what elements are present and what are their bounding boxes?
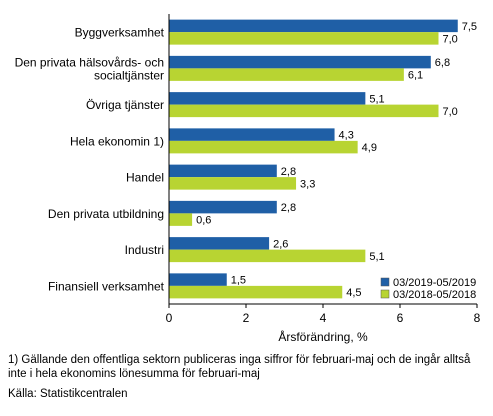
bar-series-2 [169,285,343,299]
source-note: Källa: Statistikcentralen [8,388,128,400]
footnote: 1) Gällande den offentliga sektorn publi… [8,354,471,380]
x-axis-title: Årsförändring, % [278,329,368,344]
x-tick-label: 6 [397,311,404,325]
category-label: Handel [126,171,164,185]
category-labels: Byggverksamhet Den privata hälsovårds- oc… [15,26,165,294]
bar-value-label: 3,3 [300,178,315,190]
bar-chart: Byggverksamhet Den privata hälsovårds- oc… [15,14,481,344]
bar-series-1 [169,92,366,105]
category-label: Den privata utbildning [48,207,164,221]
bar-value-label: 2,6 [273,238,288,250]
bar-series-1 [169,237,270,250]
category-label: Byggverksamhet [75,26,165,40]
category-label: Den privata hälsovårds- och [15,55,164,69]
bar-value-label: 7,0 [443,33,458,45]
bar-value-label: 6,8 [435,57,450,69]
bar-series-2 [169,32,439,45]
bar-value-label: 5,1 [369,251,384,263]
bar-series-2 [169,140,358,154]
bars [169,19,458,299]
x-tick-label: 2 [243,311,250,325]
bar-value-label: 1,5 [231,275,246,287]
legend-swatch [380,289,390,299]
bar-series-1 [169,164,277,178]
bar-value-label: 6,1 [408,70,423,82]
bar-series-1 [169,273,227,286]
category-label: Hela ekonomin 1) [70,134,164,148]
bar-series-1 [169,200,277,214]
legend-swatch [380,277,390,287]
bar-series-1 [169,128,335,141]
legend-label: 03/2019-05/2019 [393,277,476,289]
bar-series-2 [169,177,297,190]
category-label: Finansiell verksamhet [48,279,165,293]
bar-value-label: 5,1 [369,93,384,105]
bar-value-label: 0,6 [196,215,211,227]
category-label: Industri [125,243,164,257]
bar-series-2 [169,213,193,226]
category-label: socialtjänster [94,68,164,82]
value-labels: 7,5 7,0 6,8 6,1 5,1 7,0 4,3 4,9 2,8 3,3 2,8 0,6 2,6 5… [196,21,477,299]
x-tick-label: 4 [320,311,327,325]
bar-value-label: 4,9 [362,142,377,154]
legend-label: 03/2018-05/2018 [393,289,476,301]
bar-value-label: 7,5 [462,21,477,33]
bar-value-label: 4,5 [346,287,361,299]
bar-series-2 [169,68,404,81]
category-label: Övriga tjänster [86,98,164,112]
bar-series-2 [169,249,366,263]
bar-value-label: 2,8 [281,166,296,178]
bar-series-1 [169,19,458,33]
x-tick-label: 8 [474,311,481,325]
bar-value-label: 2,8 [281,202,296,214]
bar-series-1 [169,55,431,69]
bar-value-label: 7,0 [443,106,458,118]
bar-series-2 [169,104,439,118]
bar-value-label: 4,3 [339,130,354,142]
x-axis-ticks: 0 2 4 6 8 [166,304,481,325]
x-tick-label: 0 [166,311,173,325]
